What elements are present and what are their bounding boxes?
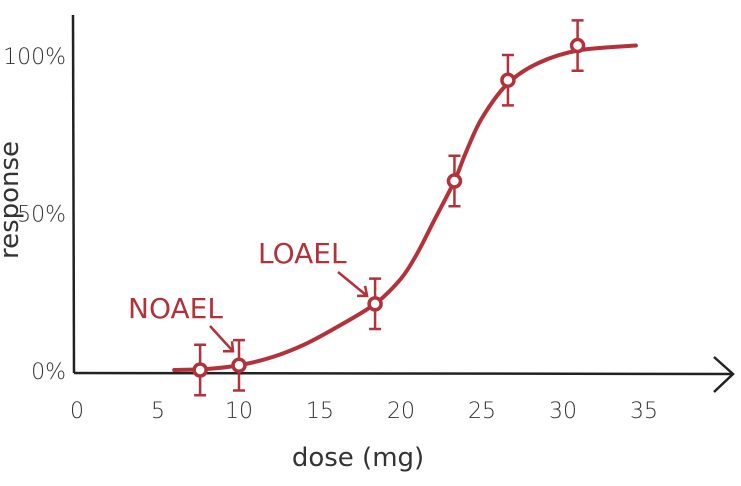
y-axis-label: response [0, 141, 25, 259]
y-tick-label: 100% [3, 45, 66, 70]
x-axis-label: dose (mg) [292, 443, 424, 473]
loael-arrow [337, 271, 369, 298]
loael-label: LOAEL [258, 237, 347, 270]
x-tick-label: 20 [387, 399, 415, 424]
x-tick-label: 5 [151, 399, 165, 424]
data-point [231, 357, 247, 374]
data-point [500, 72, 516, 88]
y-tick-label: 50% [17, 203, 66, 228]
x-tick-label: 30 [549, 399, 577, 424]
y-tick-label: 0% [31, 360, 66, 385]
y-axis [71, 14, 76, 374]
data-point [367, 296, 383, 312]
data-point [569, 37, 586, 54]
x-axis [73, 371, 734, 376]
data-point [446, 173, 463, 189]
x-tick-label: 10 [225, 399, 253, 424]
noael-arrow [209, 325, 235, 353]
fit-curve [172, 43, 638, 372]
x-tick-label: 35 [630, 399, 658, 424]
x-axis-arrow-icon [713, 356, 735, 393]
noael-label: NOAEL [128, 292, 223, 325]
x-tick-label: 25 [468, 399, 496, 424]
x-tick-label: 15 [306, 399, 334, 424]
x-tick-label: 0 [70, 399, 84, 424]
data-point [192, 362, 208, 378]
